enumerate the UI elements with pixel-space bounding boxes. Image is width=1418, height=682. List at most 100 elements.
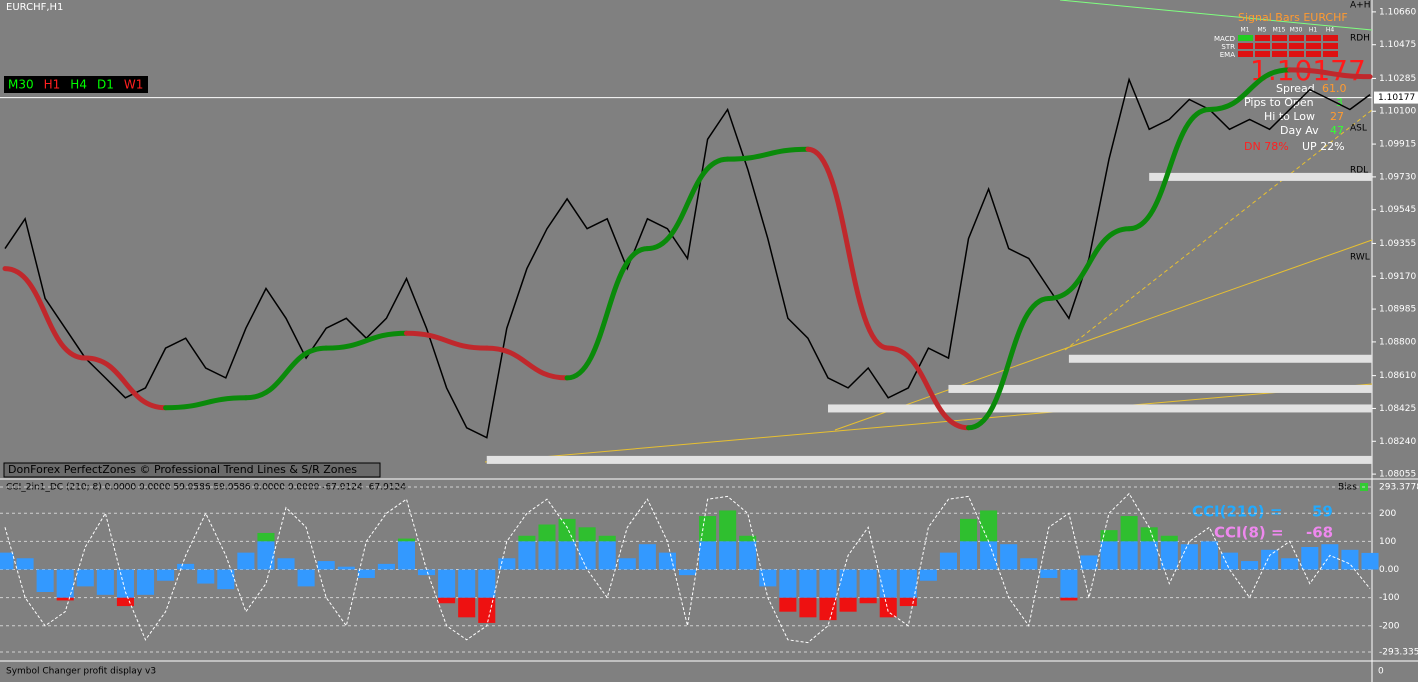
signal-cell [1255,51,1270,57]
signal-cell [1272,43,1287,49]
signal-title: Signal Bars EURCHF [1238,11,1348,24]
cci-extreme-bar [478,597,496,623]
cci-bar [458,569,476,598]
signal-column: M15 [1273,27,1286,34]
signal-cell [1289,35,1304,41]
dayav-label: Day Av [1280,124,1319,137]
trend-segment [323,330,409,351]
signal-column: M1 [1241,27,1250,34]
cci-extreme-bar [116,597,134,607]
signal-cell [1323,35,1338,41]
cci-bar [1200,541,1218,570]
trend-segment [805,146,891,351]
cci-bar [1040,569,1058,578]
timeframe[interactable]: D1 [97,78,114,92]
cci-bar [217,569,235,590]
cci-bar [1220,552,1239,570]
cci-bar [438,569,456,598]
signal-cell [1272,35,1287,41]
cci-bar [1241,561,1259,570]
signal-cell [1323,51,1338,57]
cci-extreme-bar [1100,530,1118,542]
y-tick-label: -200 [1379,621,1400,631]
signal-cell [1306,35,1321,41]
spread-label: Spread [1276,82,1315,95]
bias-label: Bias [1338,483,1357,493]
timeframe[interactable]: H1 [44,78,61,92]
cci-extreme-bar [578,527,596,542]
signal-cell [1238,35,1253,41]
sr-zone [1068,354,1372,363]
signal-row-label: EMA [1220,51,1235,59]
signal-cell [1323,43,1338,49]
timeframe[interactable]: W1 [124,78,144,92]
signal-row-label: STR [1221,43,1235,51]
signal-cell [1289,43,1304,49]
y-tick-label: 1.08800 [1379,337,1416,347]
cci-extreme-bar [1160,535,1178,542]
trend-segment [403,330,490,351]
trend-segment [1046,226,1132,301]
y-tick-label: 1.09545 [1379,205,1416,215]
trend-segment [725,146,811,162]
y-tick-label: -293.3354 [1379,648,1418,658]
watermark-box [3,462,381,478]
y-tick-label: 1.09355 [1379,239,1416,249]
cci-bar [377,563,395,570]
cci-extreme-bar [1120,516,1138,542]
cci-bar [1080,555,1098,570]
cci-bar [16,558,34,570]
hilo-label: Hi to Low [1264,110,1315,123]
cci-bar [1020,558,1038,570]
down-pct: DN 78% [1244,140,1289,153]
trend-line [484,383,1373,463]
signal-cell [1306,43,1321,49]
cci-bar [1160,541,1178,570]
pips-label: Pips to Open [1244,96,1314,109]
trend-segment [644,156,731,252]
trend-segment [484,345,570,381]
cci-bar [939,552,957,570]
cci8-label: CCI(8) = [1214,524,1284,542]
cci-bar [638,544,656,570]
cci-extreme-bar [1140,527,1158,542]
cci-extreme-bar [397,538,416,542]
cci-extreme-bar [719,510,737,542]
cci-bar [678,569,697,576]
cci-extreme-bar [799,597,817,618]
trend-segment [243,345,329,401]
cci-bar [76,569,94,587]
cci-extreme-bar [598,535,616,542]
cci-extreme-bar [1060,597,1078,601]
cci-bar [397,541,416,570]
cci-bar [558,541,576,570]
cci-bar [819,569,837,598]
cci-bar [1261,549,1279,570]
y-tick-label: 1.09170 [1379,272,1416,282]
cci-bar [1301,547,1319,570]
cci-bar [116,569,134,598]
dayav-value: 47 [1330,124,1344,137]
hilo-value: 27 [1330,110,1344,123]
y-tick-label: 0.00 [1379,565,1399,575]
price-line [4,77,1371,439]
timeframe[interactable]: M30 [8,78,34,92]
cci-bar [1180,544,1198,570]
timeframe[interactable]: H4 [70,78,87,92]
cci-bar [959,541,978,570]
cci-bar [1321,544,1339,570]
sr-zone [486,455,1372,464]
trend-line [1064,109,1373,351]
footer-value: 0 [1378,667,1384,677]
level-label: RDH [1350,34,1370,44]
current-price-label: 1.10177 [1378,93,1415,103]
cci-extreme-bar [518,535,536,542]
y-tick-label: 1.08610 [1379,371,1416,381]
signal-cell [1238,51,1253,57]
cci-bar [799,569,817,598]
cci-bar [1100,541,1118,570]
cci-bar [136,569,155,595]
y-tick-label: 293.3778 [1379,483,1418,493]
signal-cell [1306,51,1321,57]
